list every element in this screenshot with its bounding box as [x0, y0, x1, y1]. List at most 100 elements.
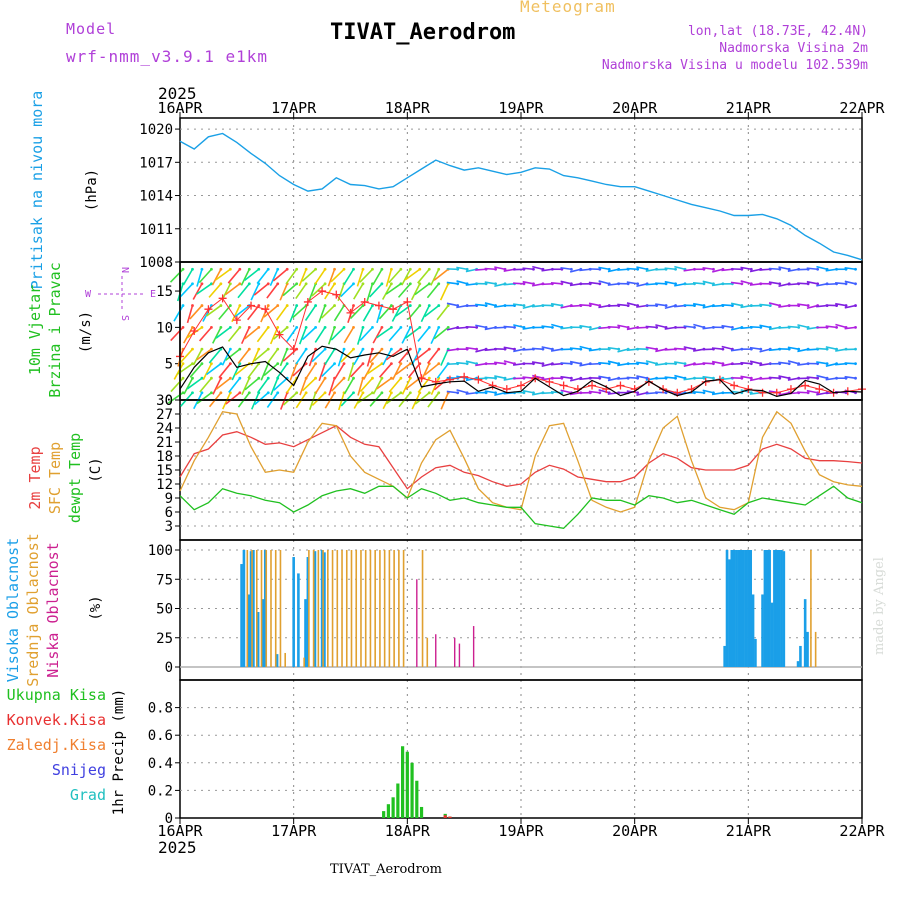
wind-barb-head — [636, 391, 640, 395]
total-precip-bar — [391, 797, 395, 818]
mid-cloud-bar — [246, 550, 249, 667]
wind-barb — [503, 268, 515, 272]
wind-barb — [626, 326, 638, 331]
wind-barb-head — [389, 347, 393, 351]
wind-barb-head — [427, 376, 431, 380]
wind-barb-head — [380, 347, 384, 351]
wind-barb-head — [437, 347, 441, 351]
mid-cloud-bar — [350, 550, 353, 667]
wind-barb — [560, 266, 572, 271]
wind-barb-head — [200, 391, 204, 395]
wind-barb-head — [588, 325, 592, 329]
wind-barb-head — [285, 267, 289, 271]
wind-barb-head — [551, 347, 554, 351]
wind-barb — [417, 377, 430, 393]
wind-barb-head — [617, 325, 621, 329]
panel-frame — [179, 679, 863, 819]
mid-cloud-bar — [284, 652, 286, 667]
wind-barb — [503, 346, 515, 350]
wind-barb-head — [465, 362, 469, 366]
wind-barb — [759, 377, 771, 380]
wind-barb — [550, 390, 562, 394]
wind-barb — [279, 283, 288, 301]
wind-barb — [186, 377, 203, 390]
wind-barb-head — [712, 267, 715, 271]
chart-subtitle: Meteogram — [520, 0, 616, 16]
wind-barb — [569, 282, 581, 287]
wind-barb-head — [380, 267, 384, 271]
wind-barb — [196, 269, 203, 287]
high-cloud-bar — [261, 599, 265, 667]
wind-barb — [816, 265, 828, 271]
wind-barb — [484, 302, 496, 307]
wind-barb-head — [228, 376, 232, 380]
wind-barb-head — [200, 376, 204, 380]
wind-barb — [350, 363, 364, 378]
wind-barb — [588, 362, 600, 366]
wind-barb — [759, 348, 771, 353]
high-cloud-bar — [728, 559, 731, 667]
mid-cloud-bar — [388, 550, 391, 667]
wind-barb — [256, 268, 269, 284]
wind-barb — [456, 266, 468, 271]
wind-barb — [382, 348, 393, 366]
wind-barb — [702, 389, 714, 394]
wind-barb — [273, 326, 288, 340]
high-cloud-bar — [770, 602, 774, 667]
wind-barb — [730, 281, 742, 285]
wind-barb-head — [854, 282, 857, 286]
wind-barb — [285, 268, 298, 285]
wind-barb-head — [342, 362, 346, 366]
high-cloud-bar — [275, 654, 279, 667]
wind-barb-head — [787, 362, 791, 366]
wind-barb — [208, 348, 222, 364]
wind-barb — [357, 392, 373, 404]
wind-barb-head — [380, 282, 384, 286]
wind-barb-head — [683, 362, 687, 366]
wind-barb — [356, 327, 364, 345]
wind-barb-head — [598, 267, 602, 271]
wind-barb — [405, 377, 421, 390]
wind-barb-head — [191, 304, 194, 307]
wind-barb — [183, 326, 194, 344]
wind-barb — [494, 391, 506, 396]
model-elevation-label: Nadmorska Visina u modelu 102.539m — [601, 58, 868, 73]
wind-barb — [674, 374, 686, 379]
wind-barb — [759, 268, 771, 271]
wind-barb-head — [399, 347, 403, 351]
mid-cloud-axis-label: Srednja Oblacnost — [24, 533, 42, 687]
wind-barb-head — [835, 325, 838, 329]
wind-barb — [465, 346, 477, 350]
high-cloud-bar — [780, 550, 783, 667]
wind-barb-head — [797, 347, 801, 351]
mid-cloud-bar — [327, 550, 329, 667]
wind-barb-head — [541, 347, 545, 351]
wind-barb — [664, 348, 676, 351]
wind-barb — [749, 325, 761, 329]
wind-barb-head — [276, 325, 280, 329]
wind-barb — [353, 283, 364, 300]
low-cloud-bar — [472, 626, 475, 667]
wind-barb-head — [276, 347, 280, 351]
wind-barb — [349, 305, 364, 320]
wind-barb — [475, 303, 487, 307]
wind-barb — [169, 268, 184, 283]
wind-barb-head — [664, 282, 668, 286]
model-name: wrf-nmm_v3.9.1 e1km — [66, 47, 269, 66]
wind-barb-head — [759, 325, 763, 329]
wind-barb — [430, 327, 440, 345]
wind-barb — [376, 305, 383, 324]
wind-barb — [347, 363, 355, 382]
high-cloud-bar — [796, 661, 800, 667]
wind-barb — [289, 305, 298, 323]
wind-barb — [825, 282, 837, 286]
high-cloud-bar — [304, 599, 307, 667]
wind-barb — [263, 304, 279, 318]
wind-barb — [417, 326, 430, 342]
wind-barb — [292, 304, 307, 319]
wind-barb — [330, 268, 345, 283]
wind-barb-head — [598, 391, 602, 395]
wind-barb — [314, 326, 326, 343]
wind-barb-head — [323, 391, 327, 395]
wind-barb — [484, 376, 496, 380]
